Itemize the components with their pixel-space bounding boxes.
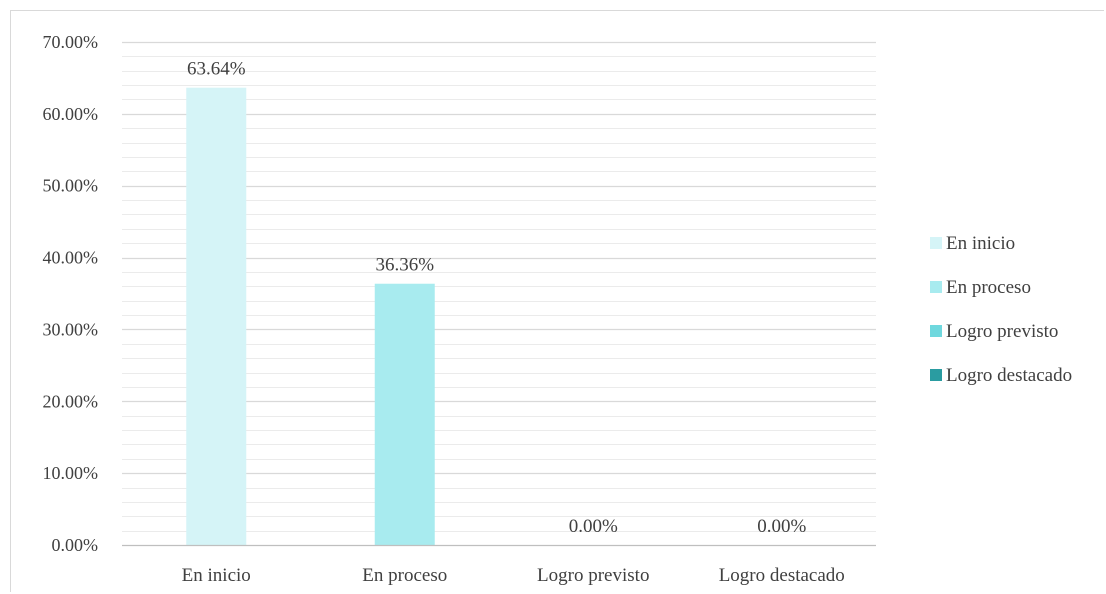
y-tick-label: 60.00%: [43, 104, 99, 124]
x-tick-label: Logro previsto: [537, 565, 649, 586]
data-label: 63.64%: [187, 59, 246, 80]
legend-entry: Logro destacado: [946, 365, 1072, 386]
legend-swatch: [930, 325, 942, 337]
y-axis: 0.00% 10.00% 20.00% 30.00% 40.00% 50.00% 60.00…: [43, 32, 99, 555]
x-tick-label: En inicio: [182, 565, 251, 586]
data-label: 0.00%: [757, 516, 806, 537]
data-labels: 63.64% 36.36% 0.00% 0.00%: [187, 59, 807, 537]
chart-frame: [10, 10, 1104, 592]
legend-entry: En inicio: [946, 233, 1015, 254]
y-tick-label: 70.00%: [43, 32, 99, 52]
legend-swatch: [930, 369, 942, 381]
bar-en-inicio: [186, 87, 247, 545]
data-label: 36.36%: [375, 255, 434, 276]
y-tick-label: 10.00%: [43, 463, 99, 483]
data-label: 0.00%: [569, 516, 618, 537]
x-tick-label: Logro destacado: [719, 565, 845, 586]
legend-swatch: [930, 281, 942, 293]
gridlines: [122, 41, 876, 532]
bar-en-proceso: [374, 283, 435, 545]
legend-entry: Logro previsto: [946, 321, 1058, 342]
y-tick-label: 50.00%: [43, 176, 99, 196]
y-tick-label: 0.00%: [52, 535, 99, 555]
x-tick-label: En proceso: [362, 565, 447, 586]
legend-swatch: [930, 237, 942, 249]
y-tick-label: 40.00%: [43, 248, 99, 268]
legend: En inicio En proceso Logro previsto Logro d…: [930, 233, 1072, 386]
x-axis: En inicio En proceso Logro previsto Logro d…: [122, 544, 876, 586]
y-tick-label: 30.00%: [43, 319, 99, 339]
bars: [186, 87, 435, 545]
y-tick-label: 20.00%: [43, 391, 99, 411]
legend-entry: En proceso: [946, 277, 1031, 298]
